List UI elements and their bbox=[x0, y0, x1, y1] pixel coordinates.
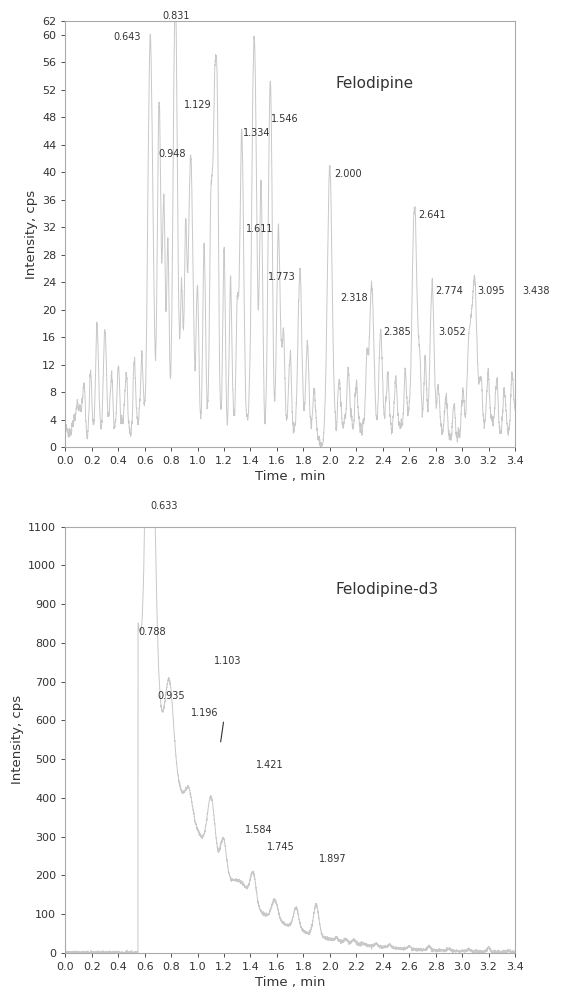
Text: 1.129: 1.129 bbox=[185, 100, 212, 110]
Y-axis label: Intensity, cps: Intensity, cps bbox=[11, 695, 24, 784]
Text: 1.546: 1.546 bbox=[271, 114, 298, 124]
X-axis label: Time , min: Time , min bbox=[255, 470, 325, 483]
Text: 0.948: 0.948 bbox=[158, 149, 185, 159]
Text: 1.421: 1.421 bbox=[256, 760, 283, 770]
Text: 1.897: 1.897 bbox=[319, 854, 347, 864]
Text: 0.633: 0.633 bbox=[150, 501, 178, 511]
Text: 1.584: 1.584 bbox=[245, 825, 272, 835]
Text: 3.095: 3.095 bbox=[477, 286, 505, 296]
Text: 1.103: 1.103 bbox=[214, 656, 241, 666]
Y-axis label: Intensity, cps: Intensity, cps bbox=[25, 190, 38, 279]
Text: 2.318: 2.318 bbox=[341, 293, 368, 303]
Text: 3.052: 3.052 bbox=[439, 327, 466, 337]
Text: 2.000: 2.000 bbox=[334, 169, 361, 179]
Text: 0.935: 0.935 bbox=[158, 691, 185, 701]
Text: 0.788: 0.788 bbox=[138, 627, 165, 637]
Text: 3.438: 3.438 bbox=[523, 286, 550, 296]
Text: 2.774: 2.774 bbox=[435, 286, 463, 296]
Text: 1.334: 1.334 bbox=[243, 128, 270, 138]
Text: 1.196: 1.196 bbox=[191, 708, 218, 718]
Text: 2.385: 2.385 bbox=[383, 327, 411, 337]
Text: 2.641: 2.641 bbox=[419, 210, 446, 220]
Text: 0.831: 0.831 bbox=[163, 11, 190, 21]
Text: Felodipine-d3: Felodipine-d3 bbox=[335, 582, 438, 597]
Text: 1.745: 1.745 bbox=[267, 842, 295, 852]
Text: 0.643: 0.643 bbox=[113, 32, 141, 42]
Text: 1.611: 1.611 bbox=[246, 224, 273, 234]
Text: Felodipine: Felodipine bbox=[335, 76, 413, 91]
X-axis label: Time , min: Time , min bbox=[255, 976, 325, 989]
Text: 1.773: 1.773 bbox=[268, 272, 296, 282]
